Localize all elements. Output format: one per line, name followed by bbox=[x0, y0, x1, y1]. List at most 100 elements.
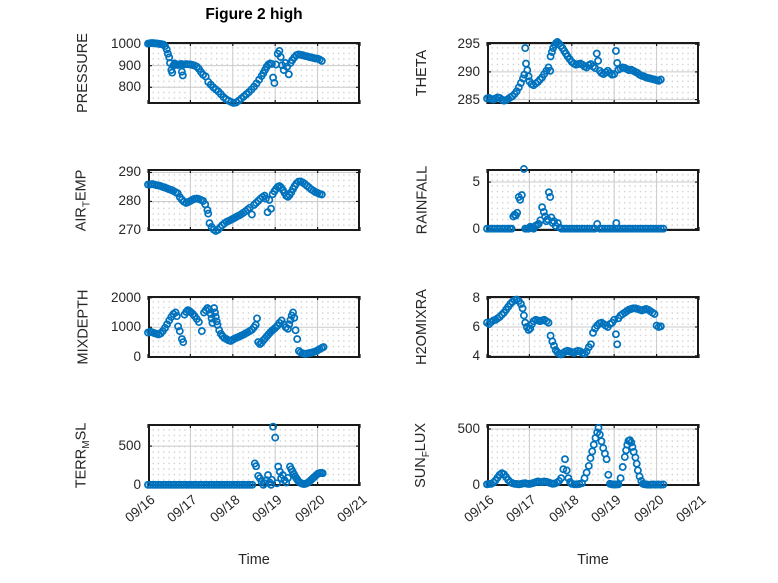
data-point-marker bbox=[267, 204, 275, 213]
data-point-marker bbox=[636, 224, 645, 233]
data-point-marker bbox=[588, 447, 597, 456]
data-point-marker bbox=[159, 480, 168, 489]
subplot-h2omixra bbox=[483, 295, 700, 359]
data-point-marker bbox=[644, 224, 653, 233]
data-point-marker bbox=[512, 87, 521, 96]
figure-title: Figure 2 high bbox=[205, 6, 303, 23]
data-point-marker bbox=[524, 72, 533, 81]
data-point-marker bbox=[245, 480, 254, 489]
y-tick-label: 280 bbox=[118, 193, 141, 209]
data-point-marker bbox=[211, 313, 220, 321]
data-point-marker bbox=[174, 322, 183, 331]
data-point-marker bbox=[626, 224, 635, 233]
data-point-marker bbox=[632, 459, 641, 468]
y-tick-label: 5 bbox=[472, 174, 480, 190]
data-point-marker bbox=[488, 224, 497, 233]
subplot-terr_msl bbox=[144, 422, 361, 489]
data-point-marker bbox=[620, 453, 629, 461]
gridlines bbox=[487, 42, 699, 104]
data-points bbox=[144, 177, 326, 235]
y-tick-label: 6 bbox=[472, 319, 480, 334]
data-point-marker bbox=[595, 224, 604, 233]
plot-area-svg bbox=[144, 39, 361, 107]
data-point-marker bbox=[220, 480, 229, 489]
data-point-marker bbox=[565, 224, 574, 233]
data-point-marker bbox=[503, 224, 512, 233]
data-point-marker bbox=[317, 56, 326, 65]
y-axis-label-text: H2OMIXRA bbox=[414, 289, 430, 365]
y-tick-label: 0 bbox=[472, 476, 480, 492]
x-axis-label-left: Time bbox=[238, 552, 270, 568]
y-tick-label: 0 bbox=[133, 476, 141, 492]
data-point-marker bbox=[570, 480, 579, 489]
data-point-marker bbox=[267, 59, 276, 68]
data-point-marker bbox=[252, 462, 261, 471]
data-point-marker bbox=[546, 52, 555, 61]
data-point-marker bbox=[205, 480, 214, 489]
data-point-marker bbox=[618, 463, 627, 471]
data-point-marker bbox=[161, 480, 170, 489]
data-points bbox=[483, 295, 665, 359]
data-point-marker bbox=[538, 203, 547, 212]
plot-area-svg bbox=[483, 295, 700, 359]
data-point-marker bbox=[524, 325, 533, 334]
data-point-marker bbox=[267, 475, 276, 484]
data-point-marker bbox=[600, 224, 609, 233]
data-point-marker bbox=[200, 480, 208, 489]
y-tick-label: 285 bbox=[457, 91, 480, 107]
data-point-marker bbox=[283, 473, 292, 482]
data-point-marker bbox=[154, 480, 163, 489]
data-point-marker bbox=[548, 337, 557, 346]
y-axis-label-sun_flux: SUNFLUX bbox=[407, 423, 437, 488]
x-tick-label: 09/21 bbox=[673, 492, 709, 526]
data-point-marker bbox=[659, 224, 668, 233]
data-point-marker bbox=[212, 480, 221, 489]
data-point-marker bbox=[169, 480, 178, 489]
data-point-marker bbox=[144, 480, 152, 489]
data-point-marker bbox=[544, 188, 553, 197]
data-point-marker bbox=[293, 335, 302, 344]
data-point-marker bbox=[562, 466, 571, 475]
data-point-marker bbox=[202, 480, 211, 489]
data-point-marker bbox=[184, 480, 193, 489]
y-axis-label-text: MIXDEPTH bbox=[75, 289, 92, 365]
plot-area-svg bbox=[483, 423, 700, 489]
y-axis-label-text: RAINFALL bbox=[414, 165, 430, 235]
tick-marks bbox=[147, 424, 361, 486]
data-point-marker bbox=[585, 224, 594, 233]
data-point-marker bbox=[592, 49, 601, 58]
plot-area-svg bbox=[483, 165, 700, 233]
x-tick-label: 09/18 bbox=[206, 492, 243, 526]
data-point-marker bbox=[272, 479, 281, 488]
y-tick-label: 1000 bbox=[110, 319, 141, 335]
data-point-marker bbox=[240, 480, 249, 489]
plot-area-svg bbox=[144, 296, 361, 358]
data-point-marker bbox=[189, 480, 198, 489]
data-point-marker bbox=[623, 224, 632, 233]
subplot-air_temp bbox=[144, 169, 361, 235]
data-point-marker bbox=[284, 70, 293, 79]
data-point-marker bbox=[526, 324, 535, 333]
data-point-marker bbox=[519, 311, 528, 320]
data-point-marker bbox=[285, 320, 294, 329]
data-point-marker bbox=[594, 56, 603, 65]
data-point-marker bbox=[604, 470, 613, 479]
data-point-marker bbox=[597, 437, 606, 446]
data-point-marker bbox=[174, 480, 183, 489]
data-point-marker bbox=[618, 224, 627, 233]
data-point-marker bbox=[570, 224, 579, 233]
data-point-marker bbox=[606, 224, 614, 233]
y-tick-label: 8 bbox=[472, 290, 480, 306]
data-point-marker bbox=[639, 224, 647, 233]
data-point-marker bbox=[177, 480, 186, 489]
y-tick-label: 290 bbox=[457, 63, 480, 79]
data-point-marker bbox=[192, 480, 201, 489]
data-point-marker bbox=[164, 480, 173, 489]
data-point-marker bbox=[654, 224, 663, 233]
data-point-marker bbox=[586, 454, 595, 463]
subplot-pressure bbox=[144, 39, 361, 107]
data-point-marker bbox=[495, 224, 504, 233]
y-tick-label: 1000 bbox=[110, 35, 141, 51]
data-point-marker bbox=[225, 480, 234, 489]
data-point-marker bbox=[210, 480, 219, 489]
